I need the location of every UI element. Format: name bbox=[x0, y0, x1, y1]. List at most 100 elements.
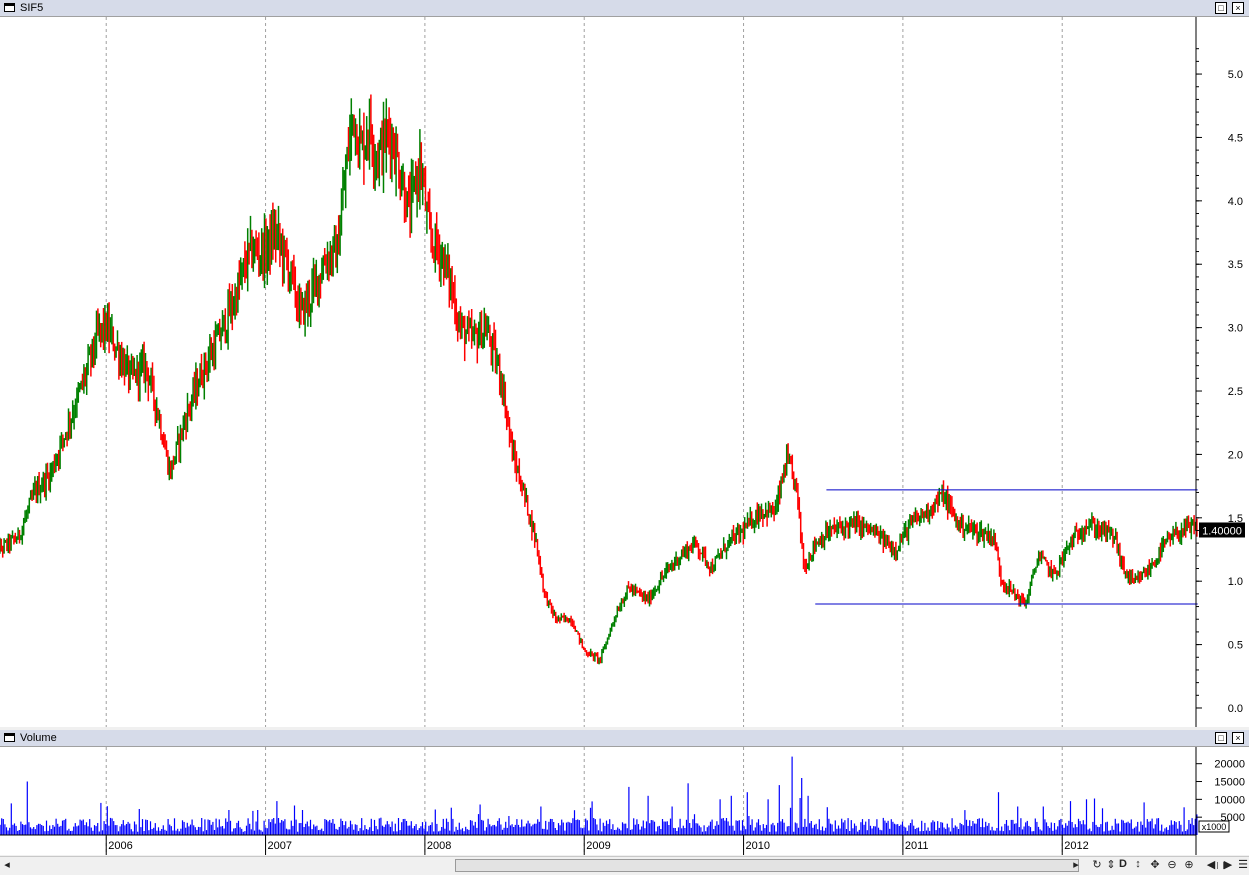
volume-bar bbox=[434, 809, 436, 835]
trendlines[interactable] bbox=[815, 489, 1198, 605]
volume-bar bbox=[593, 818, 595, 835]
volume-bar bbox=[201, 818, 203, 835]
volume-bar bbox=[901, 821, 904, 835]
zoom-out-icon[interactable]: ⊖ bbox=[1167, 859, 1177, 871]
volume-bar bbox=[258, 829, 260, 835]
volume-bar bbox=[711, 819, 713, 835]
volume-bar bbox=[785, 831, 787, 835]
volume-bar bbox=[329, 819, 331, 835]
volume-bar bbox=[0, 824, 1, 835]
volume-bar bbox=[137, 831, 139, 835]
volume-bar bbox=[933, 821, 936, 835]
pane-menu-icon[interactable] bbox=[4, 733, 15, 742]
volume-bar bbox=[209, 820, 211, 835]
volume-bar bbox=[162, 825, 164, 835]
restore-icon[interactable]: □ bbox=[1215, 732, 1227, 744]
volume-bar bbox=[490, 826, 492, 835]
volume-bar bbox=[493, 824, 496, 835]
volume-bar bbox=[236, 822, 238, 835]
close-icon[interactable]: × bbox=[1232, 732, 1244, 744]
volume-bar bbox=[1106, 821, 1108, 835]
volume-bar bbox=[1146, 819, 1148, 835]
volume-bar bbox=[1183, 807, 1185, 835]
price-chart[interactable]: 0.0 0.5 1.0 1.5 2.0 2.5 3.0 3.5 4.0 4.5 5.0 1.4000… bbox=[0, 17, 1249, 727]
volume-bar bbox=[972, 821, 974, 835]
volume-bar bbox=[897, 824, 899, 835]
volume-bar bbox=[1031, 831, 1033, 835]
scroll-right-arrow-icon[interactable]: ▸ bbox=[1073, 859, 1079, 871]
pane-menu-icon[interactable] bbox=[4, 3, 15, 12]
volume-bar bbox=[570, 823, 572, 835]
volume-bar bbox=[12, 824, 14, 835]
volume-bar bbox=[1063, 827, 1065, 835]
vertical-arrows-icon[interactable]: ↕ bbox=[1135, 858, 1141, 870]
scale-icon[interactable]: ⇕ bbox=[1106, 859, 1116, 871]
scroll-left-arrow-icon[interactable]: ◂ bbox=[4, 859, 10, 871]
volume-bar bbox=[533, 823, 536, 835]
volume-bar bbox=[113, 821, 115, 835]
volume-bar bbox=[1058, 820, 1060, 835]
volume-bar bbox=[287, 829, 289, 835]
volume-bar bbox=[377, 829, 379, 835]
volume-bar bbox=[842, 822, 844, 835]
volume-bar bbox=[989, 830, 992, 835]
zoom-in-icon[interactable]: ⊕ bbox=[1184, 859, 1194, 871]
volume-bar bbox=[277, 818, 280, 835]
volume-bar bbox=[1026, 820, 1028, 835]
volume-bar bbox=[111, 818, 113, 835]
volume-bar bbox=[578, 820, 580, 835]
volume-bar bbox=[375, 826, 377, 835]
refresh-icon[interactable]: ↻ bbox=[1092, 859, 1102, 871]
volume-pane-title: Volume bbox=[20, 732, 57, 744]
volume-bar bbox=[562, 822, 564, 835]
volume-bar bbox=[143, 831, 145, 835]
volume-bar bbox=[220, 826, 222, 835]
volume-bar bbox=[861, 819, 864, 835]
volume-bar bbox=[90, 827, 92, 835]
scroll-right-icon[interactable]: ▶ bbox=[1223, 859, 1233, 871]
volume-bar bbox=[345, 821, 347, 835]
volume-bar bbox=[1023, 826, 1025, 835]
volume-bar bbox=[860, 822, 862, 835]
volume-bar bbox=[241, 828, 243, 835]
volume-bar bbox=[887, 820, 889, 835]
d-icon[interactable]: D bbox=[1119, 858, 1127, 870]
scroll-thumb[interactable] bbox=[455, 859, 1224, 872]
volume-bar bbox=[95, 826, 97, 835]
volume-bar bbox=[645, 821, 648, 835]
volume-bar bbox=[754, 827, 756, 835]
volume-bar bbox=[1053, 823, 1056, 835]
volume-bar bbox=[1085, 799, 1088, 835]
close-icon[interactable]: × bbox=[1232, 2, 1244, 14]
volume-bar bbox=[159, 830, 161, 835]
volume-bar bbox=[665, 821, 667, 835]
volume-bar bbox=[695, 823, 697, 835]
x-tick-label: 2010 bbox=[746, 840, 770, 852]
volume-bar bbox=[993, 830, 995, 835]
volume-bar bbox=[511, 824, 513, 835]
volume-bar bbox=[541, 828, 544, 835]
volume-bar bbox=[281, 820, 283, 835]
volume-bar bbox=[513, 827, 515, 835]
volume-bar bbox=[1073, 827, 1075, 835]
volume-bar bbox=[7, 830, 9, 835]
horizontal-scrollbar[interactable]: ◂ ▸ ↻ ⇕ D ↕ ✥ ⊖ ⊕ ◀ ▶ ☰ bbox=[0, 856, 1249, 875]
restore-icon[interactable]: □ bbox=[1215, 2, 1227, 14]
volume-bar bbox=[740, 830, 742, 835]
volume-bar bbox=[634, 824, 636, 835]
volume-bar bbox=[633, 818, 635, 835]
volume-bar bbox=[426, 831, 428, 835]
pan-icon[interactable]: ✥ bbox=[1150, 859, 1160, 871]
volume-bar bbox=[1082, 820, 1084, 835]
volume-bar bbox=[210, 824, 212, 835]
scroll-left-icon[interactable]: ◀ bbox=[1206, 859, 1216, 871]
volume-bar bbox=[557, 823, 560, 835]
menu-icon[interactable]: ☰ bbox=[1238, 859, 1248, 871]
volume-bar bbox=[1066, 825, 1068, 835]
volume-bar bbox=[857, 831, 859, 835]
volume-bar bbox=[874, 826, 876, 835]
volume-bar bbox=[1079, 821, 1081, 835]
volume-bar bbox=[567, 821, 569, 835]
volume-bar bbox=[26, 781, 28, 835]
